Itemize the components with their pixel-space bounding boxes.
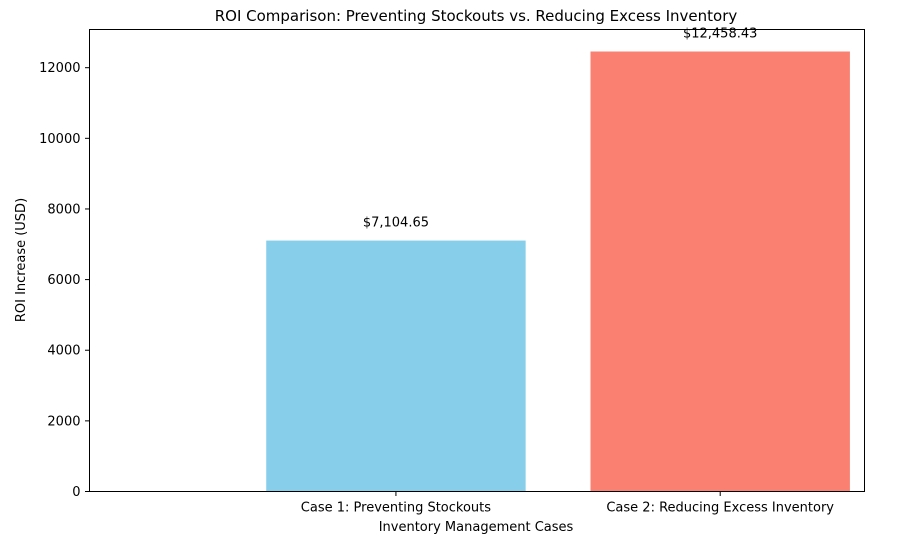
- bar-1: [266, 240, 526, 492]
- x-tick-label: Case 1: Preventing Stockouts: [301, 501, 491, 516]
- y-tick-label: 12000: [39, 61, 80, 76]
- y-tick-label: 10000: [39, 132, 80, 147]
- y-tick-label: 6000: [47, 273, 80, 288]
- bar-value-label: $7,104.65: [363, 216, 429, 231]
- bar-value-label: $12,458.43: [683, 26, 757, 41]
- y-tick-label: 2000: [47, 414, 80, 429]
- plot-frame: [89, 29, 865, 492]
- x-axis-label: Inventory Management Cases: [379, 520, 574, 535]
- x-tick-label: Case 2: Reducing Excess Inventory: [606, 501, 834, 516]
- y-axis-ticks: 0 2000 4000 6000 8000 10000 12000: [39, 61, 90, 500]
- bars-group: [266, 51, 850, 492]
- bar-2: [590, 51, 850, 492]
- y-tick-label: 0: [72, 485, 80, 500]
- y-tick-label: 4000: [47, 344, 80, 359]
- data-labels-group: $7,104.65 $12,458.43: [363, 26, 758, 230]
- y-axis-label: ROI Increase (USD): [14, 198, 29, 322]
- chart-title: ROI Comparison: Preventing Stockouts vs.…: [215, 7, 738, 25]
- x-axis-ticks: Case 1: Preventing Stockouts Case 2: Redu…: [301, 491, 834, 516]
- y-tick-label: 8000: [47, 202, 80, 217]
